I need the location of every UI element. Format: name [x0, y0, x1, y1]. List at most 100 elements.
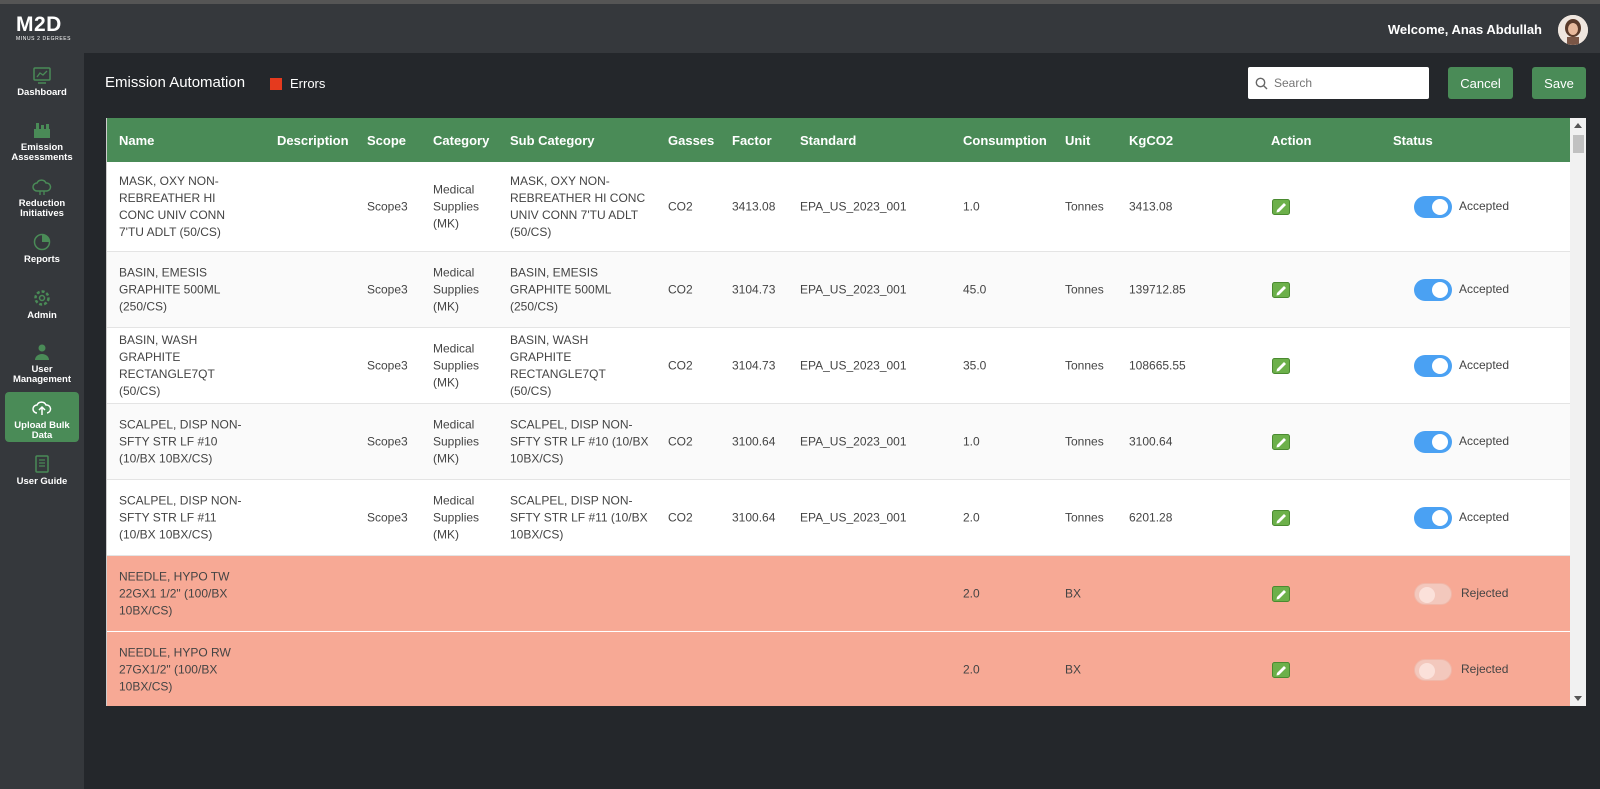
table-row: BASIN, EMESIS GRAPHITE 500ML (250/CS) Sco…	[107, 252, 1570, 328]
cell-standard: EPA_US_2023_001	[800, 199, 907, 213]
column-header-factor[interactable]: Factor	[732, 133, 772, 148]
sidebar-item-user-management[interactable]: User Management	[5, 336, 79, 386]
edit-icon[interactable]	[1272, 358, 1290, 374]
error-color-swatch	[270, 77, 282, 90]
column-header-sub-category[interactable]: Sub Category	[510, 133, 595, 148]
cell-kgco2: 6201.28	[1129, 510, 1173, 524]
cell-category: Medical Supplies (MK)	[433, 417, 480, 465]
cell-factor: 3100.64	[732, 434, 776, 448]
column-header-description[interactable]: Description	[277, 133, 349, 148]
cell-unit: Tonnes	[1065, 358, 1104, 372]
scroll-up-arrow-icon[interactable]	[1574, 123, 1582, 128]
column-header-gasses[interactable]: Gasses	[668, 133, 715, 148]
top-bar: M2D MINUS 2 DEGREES Welcome, Anas Abdull…	[0, 0, 1600, 53]
scrollbar-thumb[interactable]	[1573, 135, 1584, 153]
status-label: Accepted	[1459, 434, 1510, 448]
avatar[interactable]	[1558, 15, 1588, 45]
sidebar-item-upload-bulk-data[interactable]: Upload Bulk Data	[5, 392, 79, 442]
cell-unit: BX	[1065, 586, 1082, 600]
save-button[interactable]: Save	[1532, 67, 1586, 99]
cell-unit: Tonnes	[1065, 199, 1104, 213]
logo-text: M2D	[16, 13, 62, 36]
cell-category: Medical Supplies (MK)	[433, 265, 480, 313]
cell-consumption: 45.0	[963, 282, 987, 296]
cell-sub-category: BASIN, WASH GRAPHITE RECTANGLE7QT (50/CS…	[510, 332, 606, 398]
cell-name: BASIN, EMESIS GRAPHITE 500ML (250/CS)	[119, 265, 220, 313]
toggle-knob	[1419, 663, 1435, 679]
edit-icon[interactable]	[1272, 434, 1290, 450]
edit-icon[interactable]	[1272, 586, 1290, 602]
status-label: Accepted	[1459, 510, 1510, 524]
cell-name: SCALPEL, DISP NON-SFTY STR LF #11 (10/BX…	[119, 493, 242, 541]
edit-icon[interactable]	[1272, 199, 1290, 215]
sidebar-item-emission-assessments[interactable]: Emission Assessments	[5, 114, 79, 164]
cell-consumption: 2.0	[963, 510, 980, 524]
status-toggle[interactable]	[1414, 507, 1452, 529]
table-row: BASIN, WASH GRAPHITE RECTANGLE7QT (50/CS…	[107, 328, 1570, 404]
table-scrollbar[interactable]	[1570, 118, 1586, 706]
status-label: Accepted	[1459, 358, 1510, 372]
cell-name: NEEDLE, HYPO RW 27GX1/2" (100/BX 10BX/CS…	[119, 645, 231, 693]
status-toggle[interactable]	[1414, 659, 1452, 681]
edit-icon[interactable]	[1272, 282, 1290, 298]
app-logo[interactable]: M2D MINUS 2 DEGREES	[16, 14, 76, 48]
sidebar-item-label: User Guide	[16, 476, 68, 487]
sidebar-item-dashboard[interactable]: Dashboard	[5, 59, 79, 109]
column-header-unit[interactable]: Unit	[1065, 133, 1091, 148]
column-header-name[interactable]: Name	[119, 133, 155, 148]
column-header-status[interactable]: Status	[1393, 133, 1433, 148]
column-header-action[interactable]: Action	[1271, 133, 1312, 148]
cell-gasses: CO2	[668, 282, 693, 296]
status-toggle[interactable]	[1414, 355, 1452, 377]
search-icon	[1255, 77, 1268, 89]
cell-kgco2: 108665.55	[1129, 358, 1186, 372]
sidebar-item-reduction-initiatives[interactable]: Reduction Initiatives	[5, 170, 79, 220]
column-header-standard[interactable]: Standard	[800, 133, 857, 148]
edit-icon[interactable]	[1272, 510, 1290, 526]
sidebar-item-label: User Management	[12, 364, 72, 385]
cell-unit: Tonnes	[1065, 510, 1104, 524]
column-header-category[interactable]: Category	[433, 133, 490, 148]
cell-factor: 3100.64	[732, 510, 776, 524]
book-icon	[35, 455, 49, 473]
cell-consumption: 1.0	[963, 434, 980, 448]
status-label: Rejected	[1461, 586, 1509, 600]
column-header-scope[interactable]: Scope	[367, 133, 407, 148]
sidebar-item-label: Upload Bulk Data	[14, 420, 70, 441]
dashboard-icon	[33, 67, 51, 84]
cell-scope: Scope3	[367, 510, 408, 524]
cloud-upload-icon	[32, 401, 52, 415]
search-input[interactable]	[1274, 76, 1414, 90]
search-box[interactable]	[1248, 67, 1429, 99]
cell-gasses: CO2	[668, 358, 693, 372]
column-header-consumption[interactable]: Consumption	[963, 133, 1047, 148]
factory-icon	[34, 123, 50, 138]
cancel-button[interactable]: Cancel	[1448, 67, 1513, 99]
status-toggle[interactable]	[1414, 196, 1452, 218]
cell-name: NEEDLE, HYPO TW 22GX1 1/2" (100/BX 10BX/…	[119, 569, 230, 617]
column-header-kgco2[interactable]: KgCO2	[1129, 133, 1174, 148]
status-toggle[interactable]	[1414, 279, 1452, 301]
status-toggle[interactable]	[1414, 583, 1452, 605]
table-row: SCALPEL, DISP NON-SFTY STR LF #10 (10/BX…	[107, 404, 1570, 480]
cell-name: BASIN, WASH GRAPHITE RECTANGLE7QT (50/CS…	[119, 332, 215, 398]
sidebar-item-label: Emission Assessments	[11, 142, 73, 163]
cell-category: Medical Supplies (MK)	[433, 182, 480, 230]
cell-factor: 3413.08	[732, 199, 776, 213]
edit-icon[interactable]	[1272, 662, 1290, 678]
table-row: MASK, OXY NON-REBREATHER HI CONC UNIV CO…	[107, 162, 1570, 252]
cell-kgco2: 3413.08	[1129, 199, 1173, 213]
cell-unit: Tonnes	[1065, 434, 1104, 448]
sidebar-item-reports[interactable]: Reports	[5, 226, 79, 276]
cell-standard: EPA_US_2023_001	[800, 282, 907, 296]
sidebar-item-label: Dashboard	[17, 87, 67, 98]
sidebar-item-admin[interactable]: Admin	[5, 282, 79, 332]
cell-consumption: 2.0	[963, 662, 980, 676]
cell-category: Medical Supplies (MK)	[433, 341, 480, 389]
status-toggle[interactable]	[1414, 431, 1452, 453]
cell-sub-category: SCALPEL, DISP NON-SFTY STR LF #10 (10/BX…	[510, 417, 649, 465]
sidebar-item-user-guide[interactable]: User Guide	[5, 448, 79, 498]
scroll-down-arrow-icon[interactable]	[1574, 696, 1582, 701]
cell-sub-category: BASIN, EMESIS GRAPHITE 500ML (250/CS)	[510, 265, 611, 313]
cell-unit: Tonnes	[1065, 282, 1104, 296]
